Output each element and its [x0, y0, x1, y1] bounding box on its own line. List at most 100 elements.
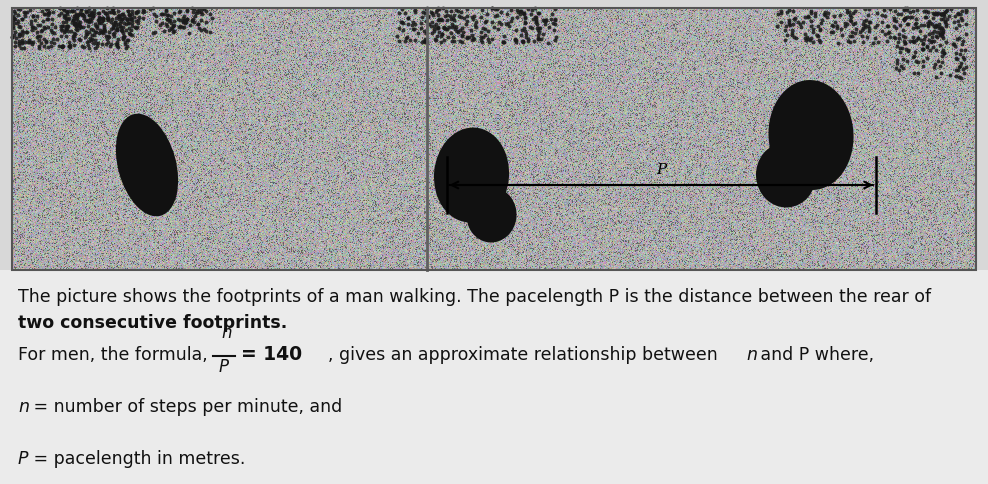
Point	[172, 22, 188, 30]
Point	[100, 15, 116, 23]
Point	[407, 8, 423, 15]
Point	[892, 48, 908, 56]
Point	[53, 25, 69, 32]
Point	[453, 37, 468, 45]
Point	[916, 21, 932, 29]
Point	[920, 43, 936, 50]
Point	[44, 20, 60, 28]
Point	[88, 22, 104, 30]
Point	[814, 16, 830, 24]
Point	[418, 16, 434, 24]
Point	[848, 19, 864, 27]
Point	[436, 25, 452, 32]
Point	[5, 22, 21, 30]
Point	[784, 20, 800, 28]
Point	[65, 31, 81, 39]
Point	[12, 30, 28, 38]
Point	[111, 35, 126, 43]
Point	[955, 55, 971, 63]
Point	[847, 7, 863, 15]
Point	[105, 8, 121, 16]
Point	[192, 5, 207, 13]
Point	[437, 24, 453, 32]
Point	[886, 16, 902, 24]
Point	[915, 45, 931, 53]
Point	[26, 12, 41, 20]
Point	[882, 5, 898, 13]
Text: two consecutive footprints.: two consecutive footprints.	[18, 314, 288, 332]
Point	[83, 17, 99, 25]
Point	[108, 40, 124, 48]
Point	[496, 38, 512, 46]
Point	[426, 27, 442, 35]
Point	[441, 23, 456, 31]
Point	[547, 5, 563, 13]
Point	[435, 4, 451, 12]
Point	[124, 10, 140, 18]
Point	[527, 37, 542, 45]
Point	[417, 37, 433, 45]
Point	[105, 5, 121, 13]
Point	[947, 24, 963, 31]
Point	[101, 38, 117, 45]
Point	[464, 15, 480, 23]
Point	[45, 29, 61, 36]
Point	[524, 6, 539, 14]
Point	[32, 36, 47, 44]
Point	[192, 8, 207, 16]
Point	[895, 27, 911, 34]
Point	[17, 10, 33, 17]
Point	[947, 66, 963, 74]
Point	[935, 32, 950, 40]
Point	[908, 15, 924, 22]
Point	[434, 30, 450, 37]
Point	[195, 10, 210, 17]
Point	[845, 20, 861, 28]
Point	[405, 18, 421, 26]
Point	[843, 17, 859, 25]
Point	[80, 22, 96, 30]
Point	[446, 22, 461, 30]
Point	[65, 34, 81, 42]
Point	[97, 9, 113, 17]
Point	[950, 63, 966, 71]
Point	[935, 52, 950, 60]
Point	[74, 11, 90, 19]
Point	[185, 16, 201, 24]
Point	[192, 25, 207, 32]
Point	[16, 44, 32, 52]
Point	[786, 15, 802, 23]
Point	[128, 24, 144, 32]
Point	[905, 33, 921, 41]
Point	[861, 11, 876, 19]
Point	[98, 28, 114, 35]
Point	[55, 43, 71, 50]
Point	[799, 13, 815, 21]
Point	[915, 39, 931, 46]
Point	[109, 25, 124, 32]
Point	[795, 18, 811, 26]
Point	[129, 7, 145, 15]
Point	[179, 7, 195, 15]
Point	[948, 73, 964, 80]
Point	[17, 12, 33, 20]
Point	[813, 19, 829, 27]
Point	[117, 19, 132, 27]
Ellipse shape	[756, 142, 816, 208]
Point	[862, 24, 877, 32]
Point	[947, 12, 963, 20]
Text: For men, the formula,: For men, the formula,	[18, 346, 213, 364]
Point	[100, 32, 116, 40]
Point	[919, 44, 935, 51]
Point	[415, 8, 431, 16]
Point	[429, 6, 445, 14]
Point	[15, 15, 31, 23]
Point	[449, 27, 464, 35]
Point	[25, 26, 41, 34]
Point	[781, 20, 796, 28]
Point	[927, 27, 943, 35]
Point	[123, 15, 138, 23]
Point	[103, 25, 119, 32]
Point	[926, 9, 942, 17]
Point	[427, 35, 443, 43]
